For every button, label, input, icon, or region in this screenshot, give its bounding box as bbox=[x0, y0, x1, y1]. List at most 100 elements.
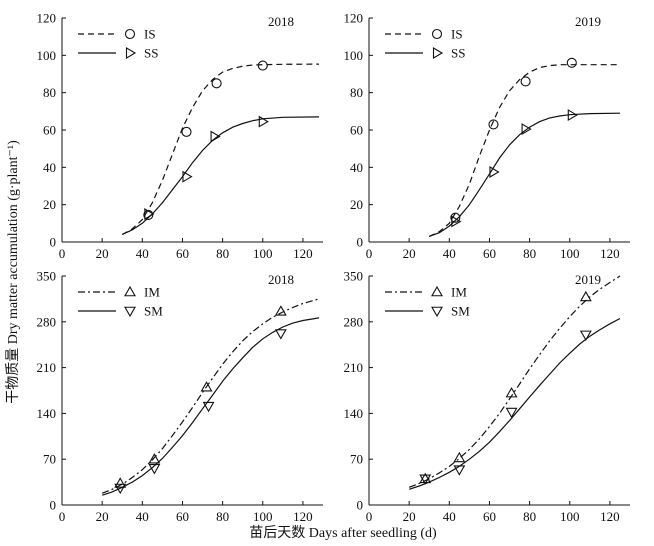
series-IS-point bbox=[520, 76, 531, 87]
series-SS-point bbox=[210, 130, 221, 143]
legend-label-IM: IM bbox=[144, 285, 160, 300]
series-IM-point bbox=[419, 472, 432, 484]
y-tick-label: 100 bbox=[37, 48, 57, 63]
series-IS-point bbox=[450, 212, 461, 223]
y-tick-label: 20 bbox=[350, 197, 363, 212]
y-tick-label: 80 bbox=[350, 85, 363, 100]
legend-marker-SM bbox=[124, 306, 136, 318]
series-IM-point bbox=[579, 290, 592, 302]
chart-year-label: 2019 bbox=[575, 14, 601, 29]
legend-label-SS: SS bbox=[144, 46, 158, 61]
legend-marker-IS bbox=[431, 28, 443, 40]
y-tick-label: 80 bbox=[43, 85, 56, 100]
series-IS-curve bbox=[428, 64, 620, 237]
x-tick-label: 0 bbox=[59, 246, 66, 261]
series-IS-point bbox=[566, 57, 577, 68]
x-tick-label: 120 bbox=[293, 509, 313, 524]
legend-label-SM: SM bbox=[144, 304, 163, 319]
series-IM-point bbox=[505, 387, 518, 398]
x-tick-label: 40 bbox=[443, 509, 456, 524]
series-SS-point bbox=[489, 166, 500, 178]
x-tick-label: 60 bbox=[483, 246, 496, 261]
y-tick-label: 350 bbox=[37, 269, 57, 284]
series-IM-point bbox=[148, 453, 161, 464]
y-tick-label: 280 bbox=[37, 314, 57, 329]
x-tick-label: 100 bbox=[560, 246, 580, 261]
series-SS-point bbox=[567, 109, 578, 122]
y-tick-label: 140 bbox=[37, 406, 57, 421]
y-tick-label: 0 bbox=[357, 498, 364, 513]
series-SS-point bbox=[144, 208, 155, 220]
series-SM-point bbox=[202, 401, 215, 413]
series-SM-point bbox=[419, 474, 432, 485]
series-SS-point bbox=[521, 123, 532, 136]
x-tick-label: 20 bbox=[403, 246, 416, 261]
chart-panel-2: 0 20 40 60 80 100 120 0 20 40 60 80 100 120 2019 IS SS bbox=[344, 11, 630, 261]
series-SM-curve bbox=[409, 317, 621, 490]
x-tick-label: 100 bbox=[253, 246, 273, 261]
series-SM-point bbox=[274, 329, 287, 340]
y-tick-label: 40 bbox=[350, 160, 363, 175]
legend-marker-SM bbox=[431, 306, 443, 318]
series-SS-point bbox=[451, 215, 462, 228]
series-SS-curve bbox=[121, 116, 320, 236]
series-IS-point bbox=[257, 60, 268, 71]
legend-label-SS: SS bbox=[451, 46, 465, 61]
x-tick-label: 80 bbox=[523, 246, 536, 261]
chart-year-label: 2018 bbox=[268, 272, 294, 287]
legend-label-IM: IM bbox=[451, 285, 467, 300]
x-tick-label: 120 bbox=[600, 246, 620, 261]
series-IM-point bbox=[453, 451, 466, 463]
chart-panel-3: 0 20 40 60 80 100 120 0 70 140 210 280 350 2018 IM SM bbox=[37, 269, 323, 524]
y-tick-label: 60 bbox=[350, 123, 363, 138]
x-tick-label: 60 bbox=[176, 246, 189, 261]
x-tick-label: 120 bbox=[293, 246, 313, 261]
x-tick-label: 20 bbox=[403, 509, 416, 524]
x-axis-title: 苗后天数 Days after seedling (d) bbox=[249, 525, 437, 541]
y-tick-label: 210 bbox=[37, 360, 57, 375]
x-tick-label: 80 bbox=[216, 246, 229, 261]
series-IM-point bbox=[200, 381, 213, 392]
y-tick-label: 60 bbox=[43, 123, 56, 138]
y-tick-label: 280 bbox=[344, 314, 364, 329]
y-tick-label: 0 bbox=[50, 498, 57, 513]
x-tick-label: 20 bbox=[96, 509, 109, 524]
chart-panel-4: 0 20 40 60 80 100 120 0 70 140 210 280 350 2019 IM SM bbox=[344, 269, 630, 524]
x-tick-label: 0 bbox=[59, 509, 66, 524]
x-tick-label: 40 bbox=[136, 246, 149, 261]
series-IS-point bbox=[211, 78, 222, 89]
series-IM-point bbox=[114, 477, 127, 488]
y-tick-label: 20 bbox=[43, 197, 56, 212]
series-IS-curve bbox=[121, 63, 320, 236]
y-tick-label: 210 bbox=[344, 360, 364, 375]
x-tick-label: 40 bbox=[136, 509, 149, 524]
chart-year-label: 2019 bbox=[575, 272, 601, 287]
legend-label-IS: IS bbox=[144, 27, 156, 42]
legend-marker-IM bbox=[431, 285, 443, 297]
x-tick-label: 60 bbox=[483, 509, 496, 524]
x-tick-label: 80 bbox=[216, 509, 229, 524]
x-tick-label: 40 bbox=[443, 246, 456, 261]
chart-panel-1: 0 20 40 60 80 100 120 0 20 40 60 80 100 120 2018 IS SS bbox=[37, 11, 323, 261]
series-SM-point bbox=[453, 465, 466, 476]
y-tick-label: 100 bbox=[344, 48, 364, 63]
y-tick-label: 140 bbox=[344, 406, 364, 421]
y-tick-label: 120 bbox=[344, 11, 364, 26]
legend-marker-IM bbox=[124, 285, 136, 297]
x-tick-label: 100 bbox=[560, 509, 580, 524]
y-tick-label: 70 bbox=[43, 452, 56, 467]
y-tick-label: 40 bbox=[43, 160, 56, 175]
y-tick-label: 0 bbox=[357, 235, 364, 250]
legend-label-IS: IS bbox=[451, 27, 463, 42]
y-tick-label: 350 bbox=[344, 269, 364, 284]
x-tick-label: 100 bbox=[253, 509, 273, 524]
series-SS-curve bbox=[428, 112, 621, 237]
series-IS-point bbox=[488, 119, 499, 130]
y-tick-label: 0 bbox=[50, 235, 57, 250]
legend-marker-SS bbox=[125, 47, 137, 59]
y-tick-label: 70 bbox=[350, 452, 363, 467]
y-axis-title: 干物质量 Dry matter accumulation (g·plant⁻¹) bbox=[5, 140, 21, 404]
x-tick-label: 60 bbox=[176, 509, 189, 524]
x-tick-label: 0 bbox=[366, 509, 373, 524]
